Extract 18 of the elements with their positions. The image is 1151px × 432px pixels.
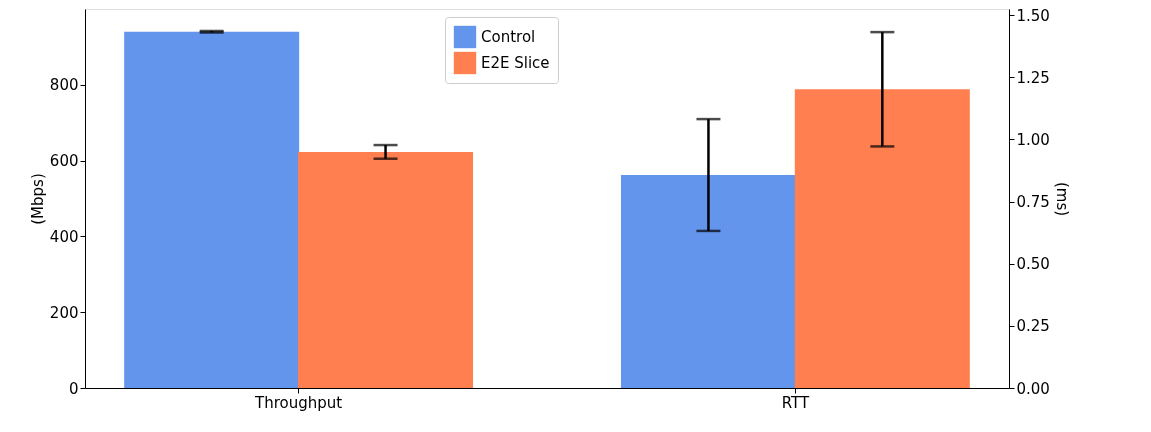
- y-tick-label: 200: [49, 303, 79, 322]
- y-tick-label: 600: [49, 152, 79, 171]
- y-axis-title: (Mbps): [28, 173, 47, 225]
- y2-tick-label: 1.25: [1016, 68, 1050, 87]
- x-tick-label: RTT: [781, 393, 810, 412]
- y-tick-label: 400: [49, 227, 79, 246]
- y2-tick-label: 1.50: [1016, 6, 1050, 25]
- y2-tick-label: 0.50: [1016, 255, 1050, 274]
- y2-axis-title: (ms): [1052, 181, 1071, 217]
- legend-label: Control: [481, 28, 536, 46]
- y-tick-label: 800: [49, 76, 79, 95]
- y2-tick-label: 0.00: [1016, 379, 1050, 398]
- y2-tick-label: 1.00: [1016, 130, 1050, 149]
- x-tick-label: Throughput: [254, 393, 343, 412]
- y2-tick-label: 0.25: [1016, 317, 1050, 336]
- y2-tick-label: 0.75: [1016, 193, 1050, 212]
- y-tick-label: 0: [68, 379, 79, 398]
- legend-label: E2E Slice: [481, 54, 550, 72]
